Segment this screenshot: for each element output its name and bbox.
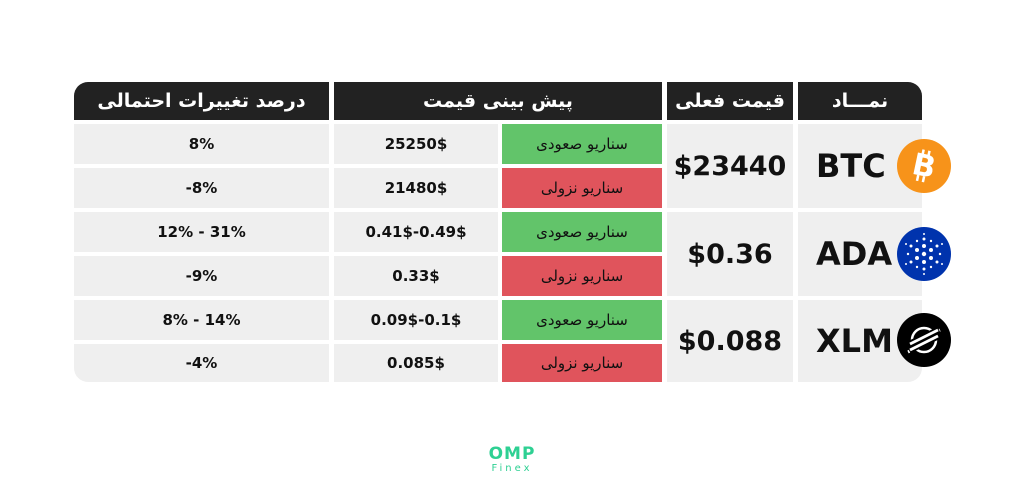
brand-logo: OMP — [488, 444, 536, 464]
xlm-up-change: 8% - 14% — [74, 300, 329, 340]
xlm-symbol: XLM — [816, 322, 893, 360]
bitcoin-icon: B — [897, 139, 951, 193]
btc-down-change: -8% — [74, 168, 329, 208]
xlm-down-change: -4% — [74, 344, 329, 382]
btc-price: $23440 — [667, 124, 793, 208]
ada-up-change: 12% - 31% — [74, 212, 329, 252]
ada-down-change: -9% — [74, 256, 329, 296]
btc-down-forecast: 21480$ — [334, 168, 498, 208]
btc-down-scenario: سناریو نزولی — [502, 168, 662, 208]
header-forecast: پیش بینی قیمت — [334, 82, 662, 120]
xlm-up-scenario: سناریو صعودی — [502, 300, 662, 340]
cardano-icon — [897, 227, 951, 281]
header-change-percent: درصد تغییرات احتمالی — [74, 82, 329, 120]
xlm-down-forecast: 0.085$ — [334, 344, 498, 382]
ada-price: $0.36 — [667, 212, 793, 296]
btc-up-scenario: سناریو صعودی — [502, 124, 662, 164]
btc-up-forecast: 25250$ — [334, 124, 498, 164]
ada-up-scenario: سناریو صعودی — [502, 212, 662, 252]
xlm-symbol-cell: XLM — [798, 300, 922, 382]
btc-symbol: BTC — [816, 147, 886, 185]
header-current-price: قیمت فعلی — [667, 82, 793, 120]
stellar-icon — [897, 313, 951, 367]
xlm-price: $0.088 — [667, 300, 793, 382]
ada-up-forecast: 0.41$-0.49$ — [334, 212, 498, 252]
btc-up-change: 8% — [74, 124, 329, 164]
header-symbol: نمـــاد — [798, 82, 922, 120]
ada-symbol: ADA — [816, 235, 893, 273]
ada-down-forecast: 0.33$ — [334, 256, 498, 296]
xlm-up-forecast: 0.09$-0.1$ — [334, 300, 498, 340]
brand-sub: Finex — [491, 463, 533, 474]
ada-down-scenario: سناریو نزولی — [502, 256, 662, 296]
xlm-down-scenario: سناریو نزولی — [502, 344, 662, 382]
